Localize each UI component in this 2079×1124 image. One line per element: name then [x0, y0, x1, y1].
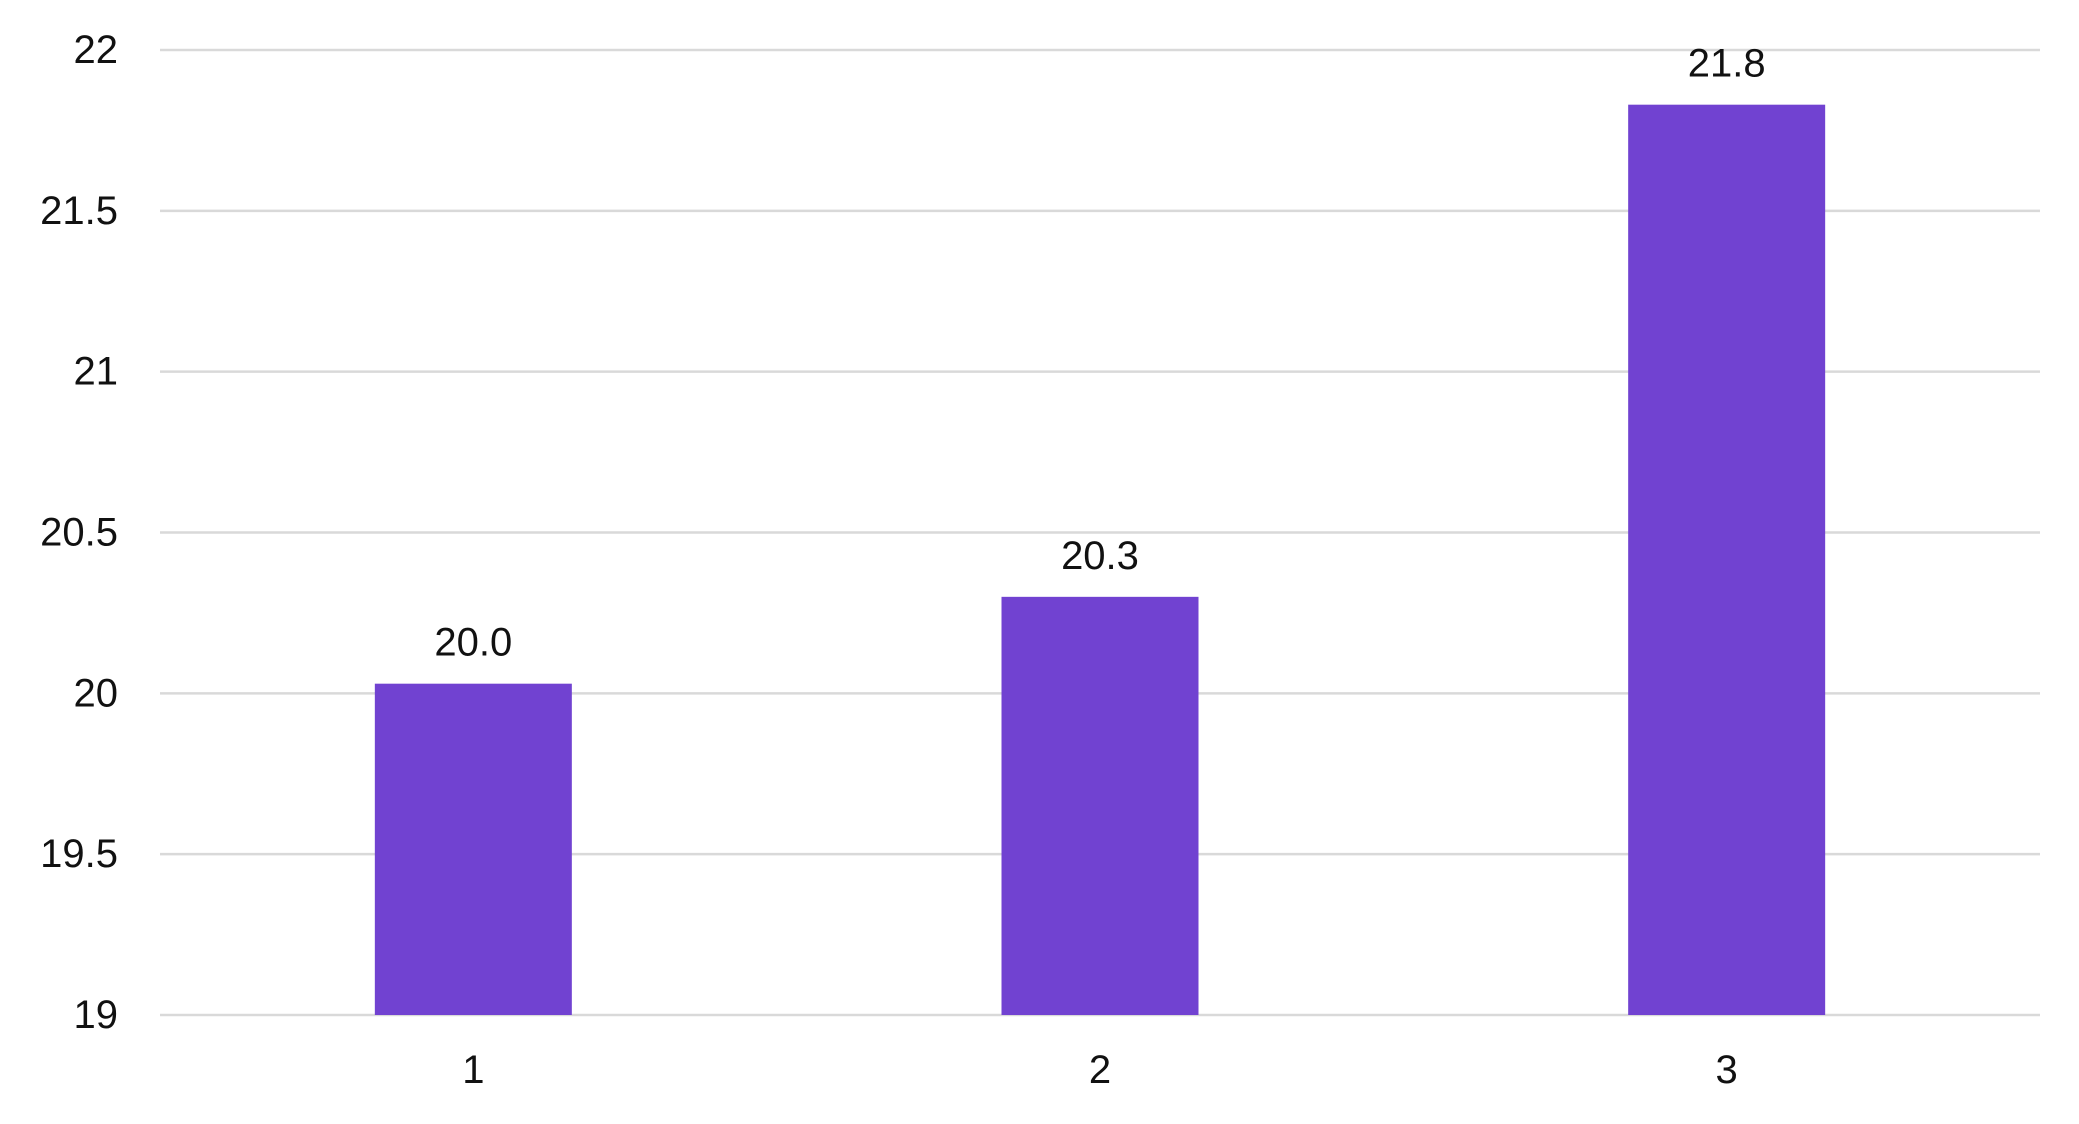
bar — [374, 683, 572, 1015]
y-tick-label: 22 — [74, 28, 119, 72]
y-tick-label: 19 — [74, 993, 119, 1037]
y-axis-ticks: 19 19.5 20 20.5 21 21.5 22 — [40, 28, 118, 1037]
x-tick-label: 2 — [1089, 1048, 1111, 1092]
y-tick-label: 21.5 — [40, 189, 118, 233]
data-label: 21.8 — [1688, 42, 1766, 86]
y-tick-label: 21 — [74, 350, 119, 394]
x-axis-ticks: 1 2 3 — [462, 1048, 1738, 1092]
y-tick-label: 19.5 — [40, 832, 118, 876]
bar — [1001, 596, 1199, 1015]
y-tick-label: 20.5 — [40, 511, 118, 555]
bars — [374, 104, 1826, 1015]
bar — [1628, 104, 1826, 1015]
x-tick-label: 3 — [1716, 1048, 1738, 1092]
data-label: 20.3 — [1061, 534, 1139, 578]
y-tick-label: 20 — [74, 671, 119, 715]
data-labels: 20.0 20.3 21.8 — [434, 42, 1765, 665]
x-tick-label: 1 — [462, 1048, 484, 1092]
data-label: 20.0 — [434, 621, 512, 665]
